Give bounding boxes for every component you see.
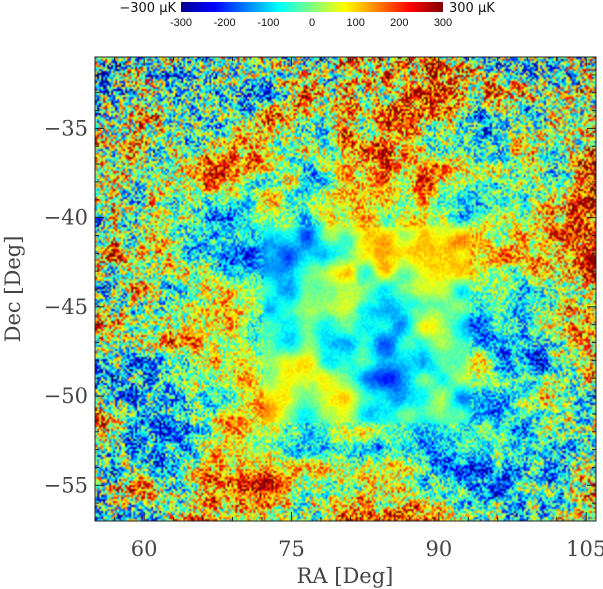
colorbar-tick-label: -100 (257, 17, 279, 29)
x-axis: 60 75 90 105 (114, 57, 603, 561)
temperature-heatmap (95, 57, 596, 521)
colorbar-tick-label: -200 (214, 17, 236, 29)
y-tick-label: −40 (44, 206, 88, 230)
colorbar: −300 μK 300 μK -300 -200 -100 0 100 200 300 (119, 1, 495, 29)
y-axis: −35 −40 −45 −50 −55 (44, 56, 596, 522)
heatmap-area (95, 57, 596, 521)
colorbar-tick-label: 200 (390, 17, 408, 29)
y-axis-label: Dec [Deg] (1, 236, 25, 343)
x-tick-label: 75 (278, 537, 305, 561)
colorbar-gradient (181, 2, 443, 12)
x-tick-label: 60 (131, 537, 158, 561)
colorbar-tick-labels: -300 -200 -100 0 100 200 300 (170, 17, 452, 29)
colorbar-tick-label: 100 (346, 17, 364, 29)
colorbar-tick-label: 300 (434, 17, 452, 29)
colorbar-max-label: 300 μK (449, 1, 495, 16)
colorbar-min-label: −300 μK (119, 1, 176, 16)
x-tick-label: 90 (425, 537, 452, 561)
colorbar-tick-label: -300 (170, 17, 192, 29)
x-tick-label: 105 (566, 537, 603, 561)
colorbar-tick-label: 0 (309, 17, 315, 29)
y-tick-label: −55 (44, 473, 88, 497)
y-tick-label: −45 (44, 295, 88, 319)
x-axis-label: RA [Deg] (297, 564, 394, 588)
y-tick-label: −35 (44, 116, 88, 140)
y-tick-label: −50 (44, 384, 88, 408)
